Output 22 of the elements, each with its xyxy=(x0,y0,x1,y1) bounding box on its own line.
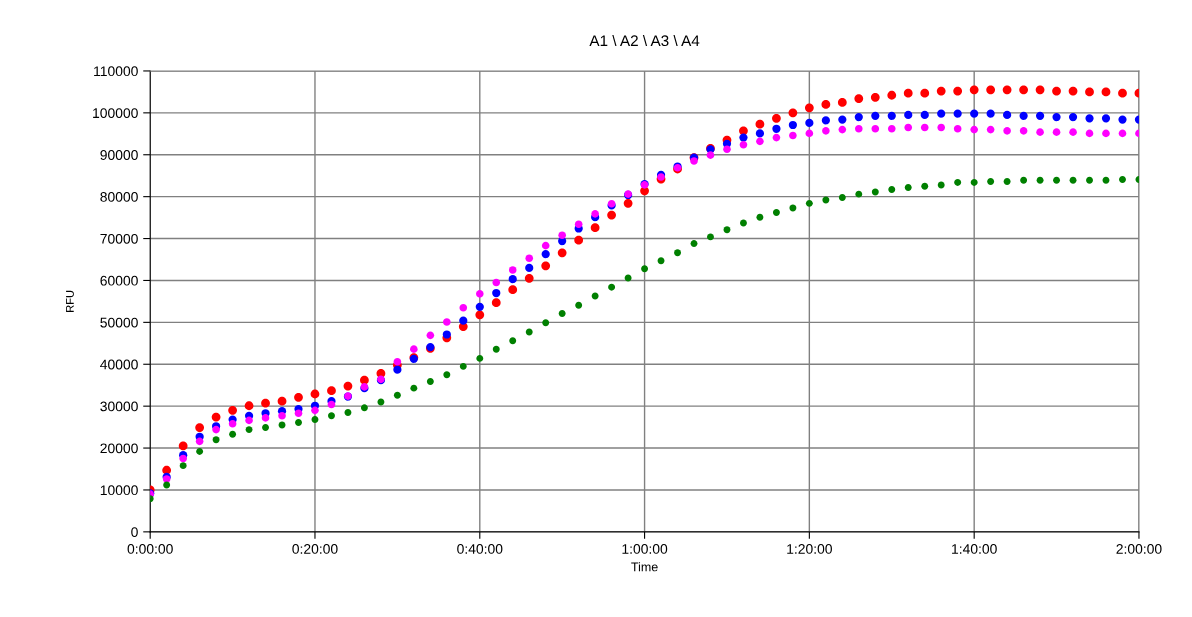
y-axis-title: RFU xyxy=(66,290,74,312)
x-axis-title: Time xyxy=(631,562,658,572)
x-tick-label: 0:00:00 xyxy=(127,544,173,554)
y-tick-label: 0 xyxy=(131,527,138,538)
x-tick-label: 1:00:00 xyxy=(622,544,668,554)
y-tick-label: 110000 xyxy=(94,66,138,77)
x-tick-label: 0:20:00 xyxy=(292,544,338,554)
chart-title: A1 \ A2 \ A3 \ A4 xyxy=(589,34,700,47)
x-tick-label: 0:40:00 xyxy=(457,544,503,554)
y-tick-label: 60000 xyxy=(100,275,138,286)
x-tick-label: 1:40:00 xyxy=(952,544,997,554)
y-tick-label: 70000 xyxy=(100,233,138,244)
y-tick-label: 40000 xyxy=(100,359,138,370)
y-tick-label: 80000 xyxy=(100,191,138,202)
y-tick-label: 90000 xyxy=(100,150,138,160)
x-tick-label: 1:20:00 xyxy=(787,544,832,554)
y-tick-label: 20000 xyxy=(100,443,138,454)
y-tick-label: 30000 xyxy=(100,401,138,412)
x-tick-label: 2:00:00 xyxy=(1116,544,1162,554)
y-tick-label: 50000 xyxy=(100,317,138,328)
y-tick-label: 10000 xyxy=(100,485,138,496)
y-tick-label: 100000 xyxy=(93,108,138,119)
